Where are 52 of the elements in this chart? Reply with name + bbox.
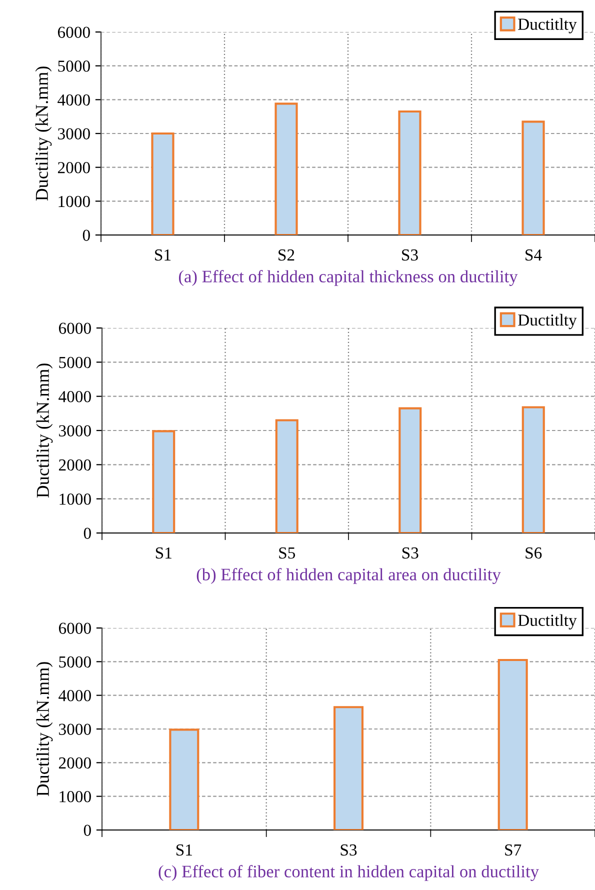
- bar: [275, 419, 298, 533]
- y-axis-title: Ductility (kN.mm): [36, 662, 53, 796]
- y-tick-label: 2000: [58, 459, 91, 471]
- bar: [333, 706, 364, 830]
- bar: [152, 430, 176, 533]
- x-tick-label: S1: [156, 547, 172, 559]
- y-tick-label: 5000: [59, 356, 91, 368]
- x-tick-label: S5: [279, 547, 296, 559]
- y-tick-label: 4000: [58, 94, 90, 106]
- y-tick-label: 6000: [58, 322, 91, 334]
- bar: [274, 102, 298, 235]
- bar: [522, 120, 545, 235]
- bar: [522, 406, 545, 533]
- text: (c) Effect of fiber content in hidden capital on ductility: [158, 865, 539, 881]
- y-tick-label: 0: [84, 824, 91, 836]
- bar: [151, 132, 174, 235]
- x-tick-label: S2: [278, 249, 294, 261]
- x-tick-label: S1: [155, 249, 171, 261]
- bar: [169, 728, 200, 830]
- y-tick-label: 6000: [58, 622, 91, 634]
- y-tick-label: 1000: [60, 791, 91, 802]
- y-tick-label: 2000: [58, 757, 91, 769]
- y-tick-label: 3000: [58, 128, 90, 140]
- legend-label: Ductitlty: [518, 314, 577, 330]
- y-tick-label: 0: [84, 528, 91, 539]
- bar: [398, 407, 422, 533]
- y-axis-title: Ductility (kN.mm): [35, 66, 52, 201]
- legend-label: Ductitlty: [518, 614, 577, 630]
- x-tick-label: S3: [340, 844, 357, 856]
- x-tick-label: S7: [505, 844, 522, 856]
- bar: [498, 658, 528, 830]
- x-tick-label: S4: [526, 249, 542, 261]
- y-tick-label: 5000: [58, 60, 90, 72]
- legend-label: Ductitlty: [518, 18, 577, 34]
- x-tick-label: S3: [402, 249, 418, 261]
- x-tick-label: S3: [402, 547, 418, 559]
- y-tick-label: 4000: [58, 690, 91, 702]
- y-tick-label: 5000: [59, 656, 91, 668]
- x-tick-label: S1: [176, 844, 192, 856]
- y-tick-label: 3000: [59, 425, 91, 436]
- text: (b) Effect of hidden capital area on ductility: [196, 568, 501, 584]
- y-tick-label: 0: [82, 230, 90, 241]
- y-axis-title: Ductility (kN.mm): [36, 364, 53, 498]
- y-tick-label: 2000: [58, 162, 90, 174]
- y-tick-label: 4000: [58, 391, 91, 402]
- y-tick-label: 1000: [60, 494, 91, 505]
- y-tick-label: 1000: [58, 196, 90, 208]
- text: (a) Effect of hidden capital thickness on ductility: [178, 270, 518, 286]
- y-tick-label: 6000: [58, 26, 90, 38]
- x-tick-label: S6: [526, 547, 542, 559]
- y-tick-label: 3000: [59, 724, 91, 735]
- bar: [398, 110, 422, 235]
